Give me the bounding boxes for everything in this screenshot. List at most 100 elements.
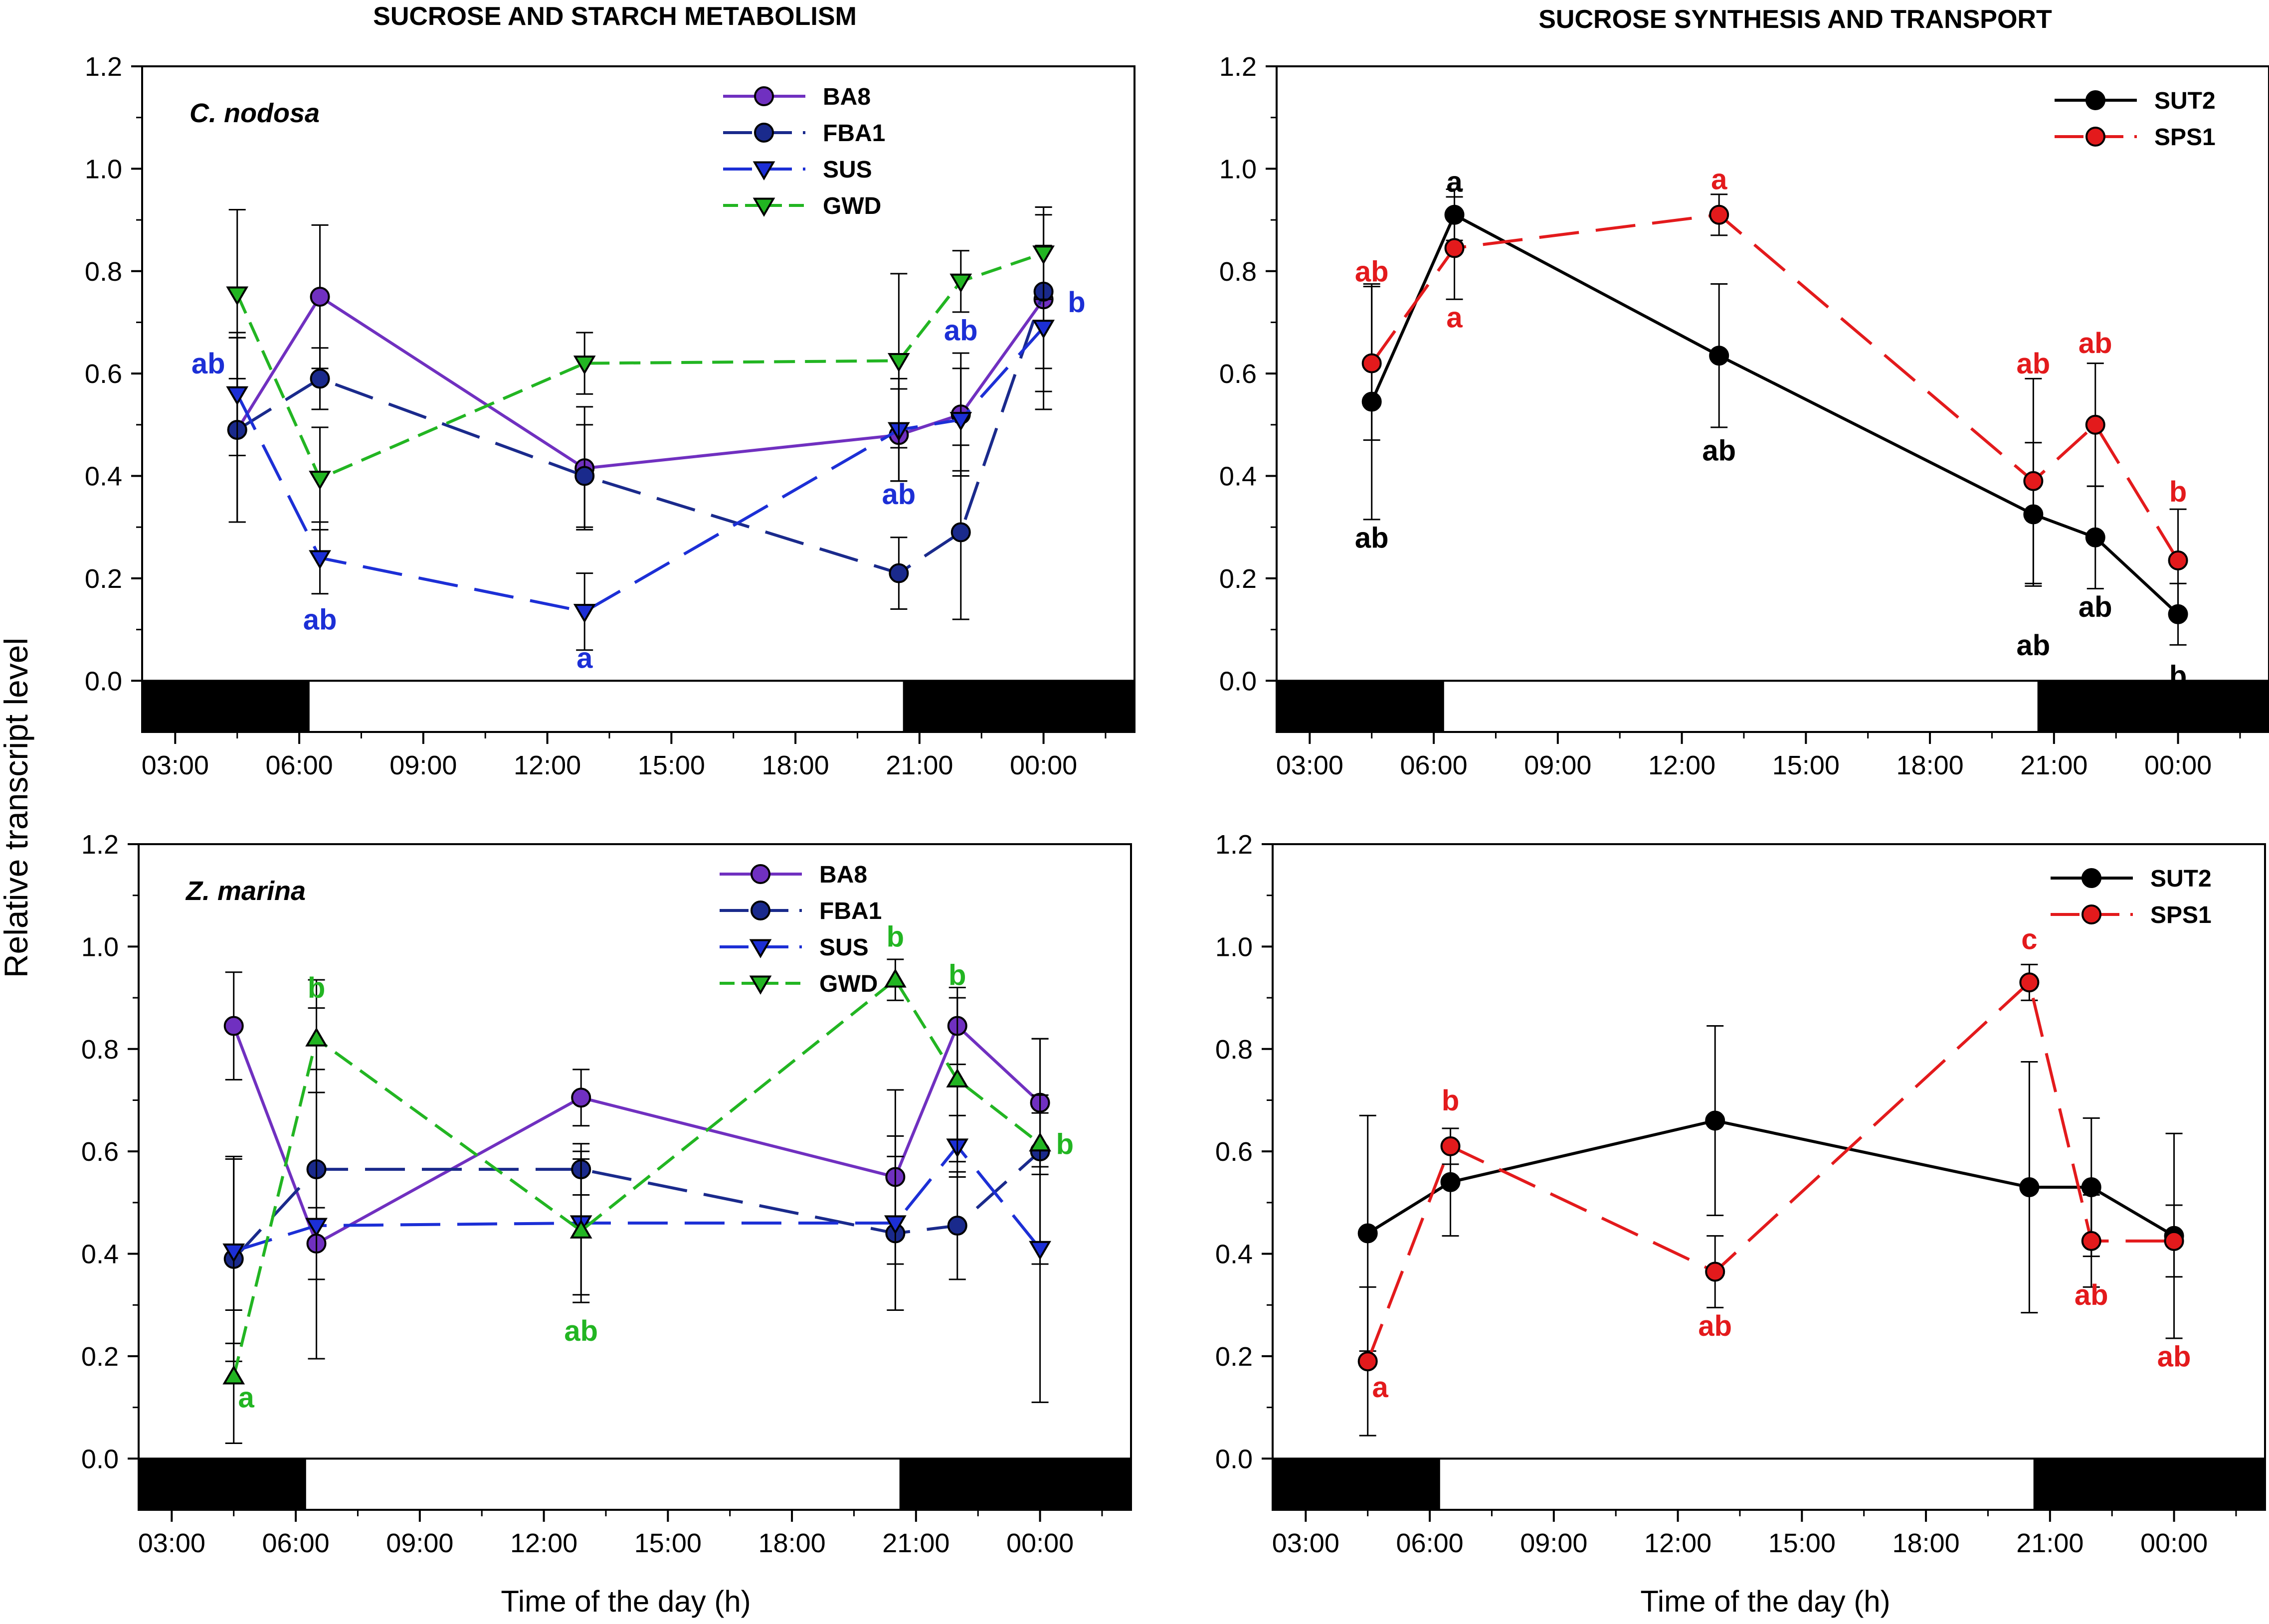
data-point — [1357, 1351, 1378, 1372]
series-sps1 — [1361, 193, 2188, 613]
significance-label: ab — [2157, 1340, 2191, 1373]
data-point — [2164, 1231, 2184, 1251]
x-tick-label: 00:00 — [2144, 750, 2212, 780]
x-tick-label: 06:00 — [1400, 750, 1468, 780]
y-tick-label: 0.8 — [1219, 257, 1257, 287]
significance-label: ab — [1698, 1310, 1732, 1342]
plot-frame — [1276, 65, 2269, 733]
legend-label: SUS — [819, 934, 869, 961]
y-tick-label: 0.0 — [81, 1444, 119, 1474]
y-tick-label: 0.8 — [85, 257, 122, 287]
panel-top-right: 0.0 0.2 0.4 0.6 0.8 1.0 1.2 03:00 06:00 09:00 12:0… — [1219, 52, 2269, 780]
x-tick-label: 12:00 — [1644, 1528, 1711, 1558]
x-tick-label: 09:00 — [1524, 750, 1591, 780]
legend: SUT2 SPS1 — [2051, 866, 2212, 928]
y-tick-label: 1.0 — [85, 154, 122, 184]
legend-marker — [2085, 90, 2105, 110]
y-axis-label: Relative transcript level — [0, 638, 34, 978]
data-point — [2081, 1231, 2101, 1251]
x-tick-label: 12:00 — [1648, 750, 1715, 780]
x-axis-label-left: Time of the day (h) — [501, 1585, 751, 1618]
data-point — [1440, 1136, 1461, 1156]
plot-area — [1273, 844, 2265, 1510]
x-tick-label: 18:00 — [758, 1528, 826, 1558]
x-tick-label: 12:00 — [510, 1528, 577, 1558]
series-line — [232, 978, 1041, 1377]
significance-label: ab — [1702, 435, 1736, 467]
dark-period-band — [2033, 1458, 2265, 1510]
x-tick-label: 15:00 — [1772, 750, 1840, 780]
significance-label: b — [1056, 1128, 1074, 1160]
legend-marker — [2081, 904, 2101, 924]
data-point — [226, 286, 249, 306]
x-tick-label: 03:00 — [142, 750, 209, 780]
series-line — [232, 1024, 1041, 1245]
significance-label: ab — [2075, 1279, 2108, 1311]
plot-frame — [1272, 843, 2266, 1511]
plot-area — [1277, 66, 2269, 732]
dark-period-band — [903, 681, 1134, 732]
series-line — [233, 1144, 1041, 1253]
data-point — [1032, 320, 1055, 339]
series-line — [236, 326, 1045, 613]
legend-marker — [2085, 127, 2105, 147]
x-tick-label: 15:00 — [638, 750, 705, 780]
x-tick-label: 18:00 — [1896, 750, 1964, 780]
dark-period-band — [1273, 1458, 1440, 1510]
significance-label: a — [1446, 302, 1463, 334]
data-point — [2081, 1177, 2101, 1198]
data-point — [2085, 527, 2105, 547]
series-line — [236, 291, 1045, 575]
legend-marker — [753, 161, 775, 180]
legend-label: FBA1 — [819, 898, 882, 924]
x-tick-label: 06:00 — [266, 750, 333, 780]
data-point — [309, 471, 331, 490]
x-axis-label-right: Time of the day (h) — [1640, 1585, 1890, 1618]
x-tick-label: 18:00 — [762, 750, 829, 780]
significance-label: a — [1372, 1371, 1388, 1404]
x-tick-label: 15:00 — [634, 1528, 702, 1558]
x-tick-label: 21:00 — [882, 1528, 949, 1558]
col-title-left: SUCROSE AND STARCH METABOLISM — [373, 2, 857, 31]
legend-label: BA8 — [823, 84, 871, 110]
x-tick-label: 09:00 — [386, 1528, 453, 1558]
dark-period-band — [139, 1458, 306, 1510]
y-tick-label: 0.6 — [81, 1137, 119, 1167]
legend-marker — [749, 975, 772, 995]
data-point — [223, 1016, 244, 1036]
series-line — [1366, 981, 2174, 1362]
y-tick-label: 0.4 — [85, 462, 122, 492]
data-point — [305, 1218, 328, 1237]
y-tick-label: 0.4 — [81, 1240, 119, 1269]
legend-label: GWD — [819, 971, 878, 997]
y-tick-label: 1.2 — [85, 52, 122, 82]
significance-label: b — [2169, 476, 2187, 508]
legend-marker — [754, 123, 774, 143]
series-line — [232, 1150, 1041, 1260]
y-tick-label: 0.8 — [1215, 1035, 1253, 1065]
series-sps1 — [1357, 963, 2184, 1437]
series-gwd — [226, 206, 1055, 531]
series-line — [235, 251, 1044, 480]
legend-marker — [754, 86, 774, 106]
x-tick-label: 09:00 — [1520, 1528, 1587, 1558]
x-tick-label: 12:00 — [514, 750, 581, 780]
panel-bottom-left: 0.0 0.2 0.4 0.6 0.8 1.0 1.2 03:00 06:00 09:00 12:0… — [81, 830, 1132, 1558]
x-tick-label: 09:00 — [389, 750, 457, 780]
significance-label: b — [1442, 1084, 1459, 1117]
legend-label: SUT2 — [2154, 88, 2216, 114]
plot-frame — [141, 65, 1135, 733]
y-tick-label: 0.0 — [1219, 666, 1257, 696]
significance-label: a — [576, 642, 593, 675]
data-point — [305, 1027, 328, 1047]
significance-label: b — [2169, 660, 2187, 693]
x-tick-label: 21:00 — [886, 750, 953, 780]
y-tick-label: 0.2 — [85, 564, 122, 594]
series-gwd — [222, 958, 1051, 1444]
legend-marker — [753, 197, 775, 217]
data-point — [2023, 471, 2044, 491]
legend-label: FBA1 — [823, 120, 885, 147]
data-point — [2085, 414, 2105, 435]
data-point — [1361, 353, 1382, 373]
